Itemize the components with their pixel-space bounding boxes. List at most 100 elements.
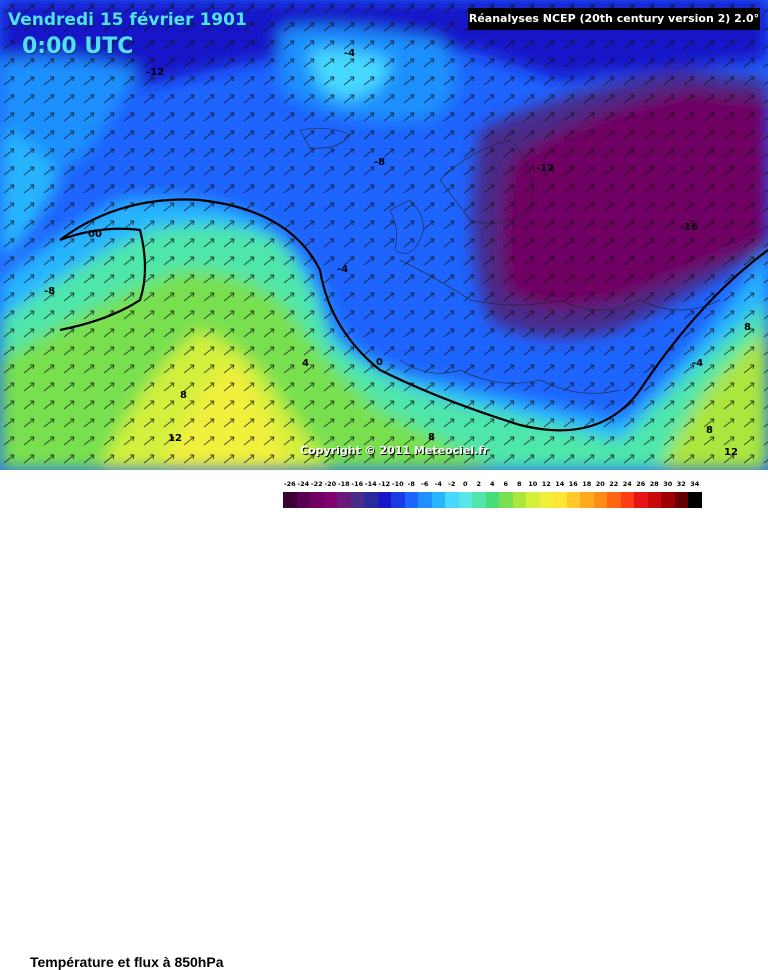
legend-cell: 0 [458, 478, 472, 508]
isotherm-label: 8 [428, 432, 435, 443]
zero-isotherm [59, 198, 768, 432]
legend-swatch [364, 492, 378, 508]
legend-cell: 16 [566, 478, 580, 508]
legend-cell: -26 [283, 478, 297, 508]
legend-label: -8 [407, 480, 415, 488]
legend-cell: 12 [539, 478, 553, 508]
isotherm-label: 12 [168, 433, 182, 444]
isotherm-label: -4 [692, 358, 704, 369]
temperature-map[interactable]: Vendredi 15 février 1901 0:00 UTC Réanal… [0, 0, 768, 470]
legend-label: -16 [351, 480, 364, 488]
color-legend: -26 -24 -22 -20 -18 -16 -14 -12 -10 -8 -6 -4 -2 0 2 4 6 8… [283, 478, 702, 508]
legend-label: -2 [448, 480, 456, 488]
legend-label: 8 [516, 480, 522, 488]
legend-cell: 6 [499, 478, 513, 508]
legend-cell: -20 [323, 478, 337, 508]
legend-swatch [688, 492, 702, 508]
legend-cell: 28 [647, 478, 661, 508]
legend-swatch [593, 492, 607, 508]
legend-cell: 18 [580, 478, 594, 508]
legend-cell: -22 [310, 478, 324, 508]
isotherm-label: -16 [680, 222, 699, 233]
isotherm-label: 4 [302, 358, 309, 369]
isotherm-label: 0 [376, 357, 383, 368]
legend-swatch [310, 492, 324, 508]
legend-swatch [566, 492, 580, 508]
legend-label: 20 [595, 480, 605, 488]
legend-label: 32 [676, 480, 686, 488]
legend-swatch [418, 492, 432, 508]
isotherm-label: -4 [337, 264, 349, 275]
legend-label: 26 [636, 480, 646, 488]
coastlines [299, 128, 721, 394]
legend-swatch [445, 492, 459, 508]
legend-label: 28 [649, 480, 659, 488]
legend-label: -14 [364, 480, 377, 488]
legend-label: 30 [663, 480, 673, 488]
legend-swatch [674, 492, 688, 508]
legend-cell: -12 [377, 478, 391, 508]
legend-swatch [337, 492, 351, 508]
legend-cell: 20 [593, 478, 607, 508]
legend-label: 12 [541, 480, 551, 488]
legend-swatch [661, 492, 675, 508]
legend-label: -26 [283, 480, 296, 488]
legend-label: 2 [476, 480, 482, 488]
legend-cell: 10 [526, 478, 540, 508]
map-caption: Température et flux à 850hPa [30, 954, 224, 970]
isotherm-label: 00 [88, 229, 102, 240]
legend-cell: -8 [404, 478, 418, 508]
legend-swatch [539, 492, 553, 508]
temperature-field [0, 0, 768, 470]
isotherm-label: -12 [146, 67, 165, 78]
legend-label: -20 [324, 480, 337, 488]
legend-label: -24 [297, 480, 310, 488]
legend-swatch [512, 492, 526, 508]
legend-cell: 24 [620, 478, 634, 508]
legend-label: 14 [555, 480, 565, 488]
legend-swatch [634, 492, 648, 508]
legend-label: 16 [568, 480, 578, 488]
legend-swatch [296, 492, 310, 508]
legend-swatch [377, 492, 391, 508]
date-title: Vendredi 15 février 1901 [8, 10, 247, 30]
legend-swatch [485, 492, 499, 508]
isotherm-label: -8 [44, 286, 56, 297]
legend-swatch [458, 492, 472, 508]
legend-label: 18 [582, 480, 592, 488]
map-canvas [0, 0, 768, 470]
legend-cell: 26 [634, 478, 648, 508]
legend-swatch [404, 492, 418, 508]
legend-label: -12 [378, 480, 391, 488]
isotherm-label: 12 [724, 447, 738, 458]
legend-label: -6 [421, 480, 429, 488]
isotherm-label: 8 [706, 425, 713, 436]
legend-swatch [647, 492, 661, 508]
legend-cell: -4 [431, 478, 445, 508]
legend-cell: 14 [553, 478, 567, 508]
isotherm-label: 8 [180, 390, 187, 401]
legend-cell: -2 [445, 478, 459, 508]
legend-swatch [391, 492, 405, 508]
legend-cell: 8 [512, 478, 526, 508]
time-title: 0:00 UTC [22, 34, 134, 59]
legend-label: 22 [609, 480, 619, 488]
legend-label: -18 [337, 480, 350, 488]
source-banner: Réanalyses NCEP (20th century version 2)… [468, 8, 760, 30]
legend-label: 24 [622, 480, 632, 488]
legend-swatch [526, 492, 540, 508]
isotherm-label: -8 [374, 157, 386, 168]
legend-cell: -24 [296, 478, 310, 508]
legend-swatch [350, 492, 364, 508]
legend-cell: -10 [391, 478, 405, 508]
legend-label: -10 [391, 480, 404, 488]
legend-cell: -14 [364, 478, 378, 508]
legend-cell: 2 [472, 478, 486, 508]
legend-swatch [553, 492, 567, 508]
legend-cell: 32 [674, 478, 688, 508]
legend-cell: 30 [661, 478, 675, 508]
legend-label: -22 [310, 480, 323, 488]
legend-label: 0 [462, 480, 468, 488]
isotherm-label: 8 [744, 322, 751, 333]
legend-swatch [607, 492, 621, 508]
